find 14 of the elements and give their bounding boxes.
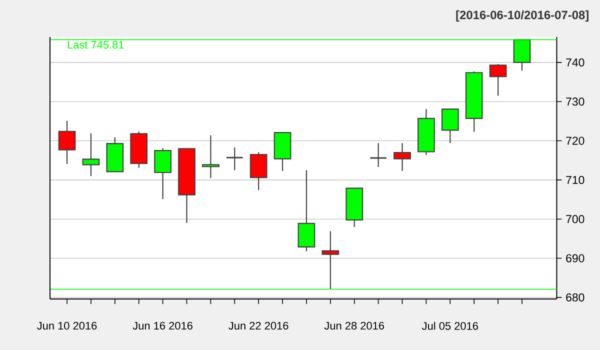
y-tick-label: 690 (566, 254, 584, 262)
y-tick-label: 740 (566, 58, 584, 67)
y-tick-label: 720 (566, 136, 584, 145)
y-tick-label: 700 (566, 215, 584, 224)
x-tick-label: Jun 16 2016 (132, 322, 192, 330)
y-tick-label: 680 (566, 293, 584, 302)
x-tick-label: Jun 22 2016 (228, 322, 288, 330)
x-tick-label: Jun 28 2016 (324, 322, 384, 330)
x-tick-label: Jun 10 2016 (37, 322, 97, 330)
y-tick-label: 710 (566, 176, 584, 184)
y-tick-label: 730 (566, 98, 584, 106)
x-tick-label: Jul 05 2016 (422, 322, 478, 330)
ref-line-label: Last 745.81 (68, 40, 124, 49)
chart-title: [2016-06-10/2016-07-08] (456, 10, 588, 22)
